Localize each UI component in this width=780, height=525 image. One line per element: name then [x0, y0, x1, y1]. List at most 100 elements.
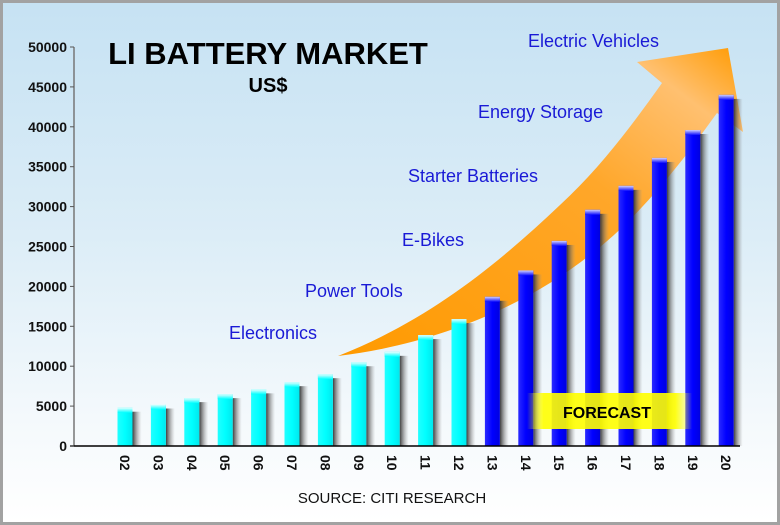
bar-body [284, 382, 300, 446]
y-tick-label: 30000 [28, 199, 67, 215]
bar-shadow [299, 386, 309, 446]
bar-05 [217, 394, 242, 446]
bar-body [251, 389, 267, 446]
bar-body [150, 404, 166, 446]
bar-shadow [666, 161, 676, 446]
bar-cap [284, 382, 300, 388]
bar-cap [351, 362, 367, 368]
annotation-starter-batteries: Starter Batteries [408, 166, 538, 186]
bar-shadow [433, 339, 443, 446]
x-ticks: 02 03 04 05 06 07 08 09 10 11 12 13 14 15 16 17 18 19 20 [117, 455, 734, 471]
forecast-label: FORECAST [563, 405, 651, 422]
annotation-energy-storage: Energy Storage [478, 102, 603, 122]
bar-body [585, 209, 601, 446]
bar-16 [585, 209, 610, 446]
bar-shadow [499, 300, 509, 446]
y-tick-label: 15000 [28, 318, 67, 334]
bar-body [651, 157, 667, 446]
bar-shadow [332, 378, 342, 446]
bar-cap [685, 129, 701, 135]
bar-shadow [600, 213, 610, 446]
y-tick-label: 0 [59, 438, 67, 454]
chart-title: LI BATTERY MARKET [108, 36, 428, 71]
bar-cap [251, 389, 267, 395]
bar-03 [150, 404, 175, 446]
bar-cap [384, 351, 400, 357]
bar-cap [184, 398, 200, 404]
bar-04 [184, 398, 209, 446]
bar-shadow [199, 402, 209, 446]
bar-02 [117, 407, 142, 446]
bar-11 [418, 335, 443, 446]
bar-body [685, 129, 701, 446]
bar-body [317, 374, 333, 446]
bar-shadow [700, 133, 710, 446]
bar-body [418, 335, 434, 446]
forecast-box: FORECAST [527, 393, 692, 429]
source-note: SOURCE: CITI RESEARCH [298, 490, 486, 507]
bar-cap [418, 335, 434, 341]
bar-cap [618, 185, 634, 191]
bar-shadow [132, 411, 142, 446]
bar-cap [317, 374, 333, 380]
bar-cap [451, 319, 467, 325]
bar-shadow [633, 189, 643, 447]
bar-body [217, 394, 233, 446]
y-ticks: 0 5000 10000 15000 20000 25000 30000 35000 40000… [28, 39, 74, 454]
bar-cap [217, 394, 233, 400]
bar-06 [251, 389, 276, 446]
bar-12 [451, 319, 476, 446]
y-tick-label: 25000 [28, 239, 67, 255]
annotation-electric-vehicles: Electric Vehicles [528, 31, 659, 51]
bar-09 [351, 362, 376, 446]
bar-cap [718, 94, 734, 100]
x-tick-label: 20 [718, 455, 734, 471]
bar-cap [651, 157, 667, 163]
growth-arrow [338, 48, 743, 356]
bar-body [117, 407, 133, 446]
bar-cap [551, 240, 567, 246]
bar-body [351, 362, 367, 446]
x-tick-label: 05 [217, 455, 233, 471]
x-tick-label: 12 [451, 455, 467, 471]
x-tick-label: 19 [685, 455, 701, 471]
x-tick-label: 14 [518, 455, 534, 471]
x-tick-label: 11 [418, 455, 434, 470]
bar-cap [117, 407, 133, 413]
bar-body [718, 94, 734, 446]
bars-layer [117, 94, 743, 447]
bar-cap [585, 209, 601, 215]
bar-body [384, 351, 400, 446]
x-tick-label: 10 [384, 455, 400, 471]
bar-shadow [466, 323, 476, 446]
x-tick-label: 03 [150, 455, 166, 471]
bar-body [184, 398, 200, 446]
bar-shadow [566, 244, 576, 446]
bar-body [451, 319, 467, 446]
bar-body [618, 185, 634, 447]
annotation-power-tools: Power Tools [305, 281, 403, 301]
x-tick-label: 16 [585, 455, 601, 471]
bar-19 [685, 129, 710, 446]
bar-10 [384, 351, 409, 446]
bar-cap [518, 270, 534, 276]
y-tick-label: 50000 [28, 39, 67, 55]
x-tick-label: 17 [618, 455, 634, 471]
bar-shadow [366, 366, 376, 446]
y-tick-label: 20000 [28, 278, 67, 294]
annotation-electronics: Electronics [229, 323, 317, 343]
x-tick-label: 13 [484, 455, 500, 471]
chart-subtitle: US$ [249, 75, 288, 97]
y-tick-label: 35000 [28, 159, 67, 175]
bar-shadow [266, 393, 276, 446]
bar-08 [317, 374, 342, 446]
y-tick-label: 5000 [36, 398, 67, 414]
y-tick-label: 45000 [28, 79, 67, 95]
x-tick-label: 02 [117, 455, 133, 471]
x-tick-label: 07 [284, 455, 300, 471]
x-tick-label: 06 [251, 455, 267, 471]
bar-shadow [399, 355, 409, 446]
bar-13 [484, 296, 509, 446]
annotation-e-bikes: E-Bikes [402, 230, 464, 250]
